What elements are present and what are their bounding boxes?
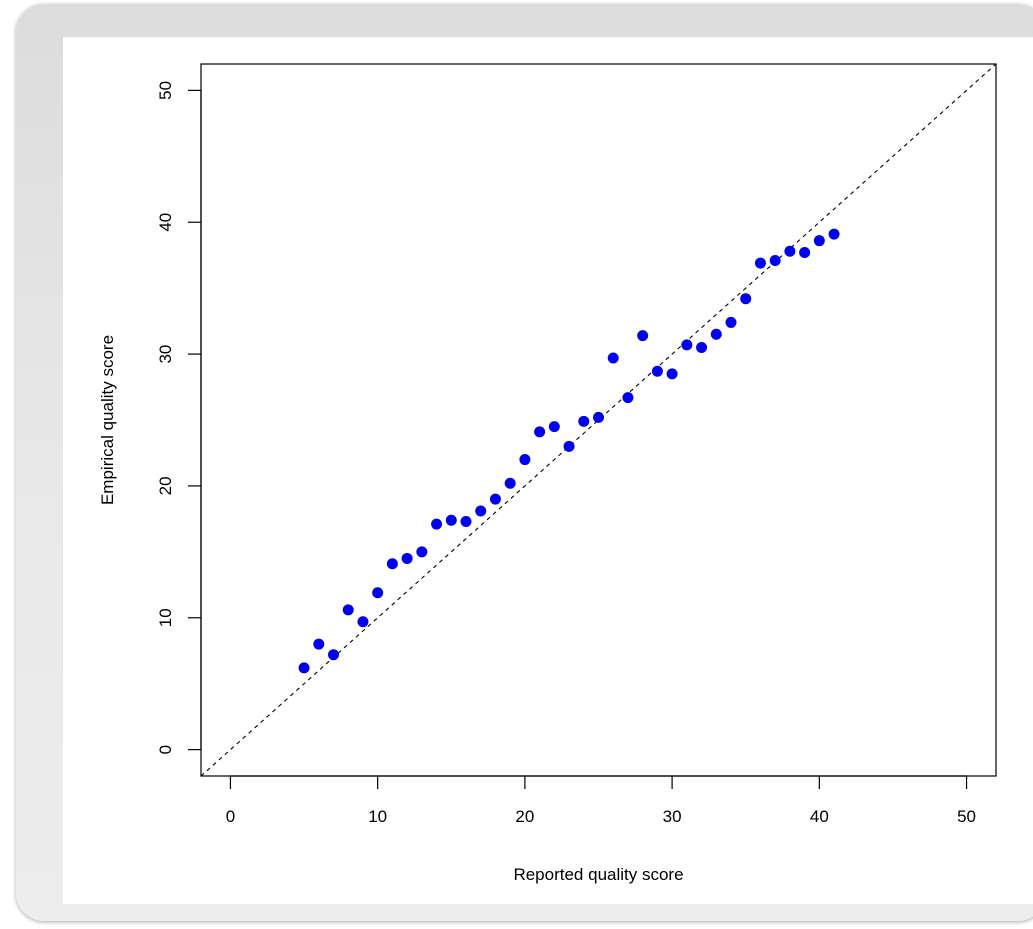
data-point [475,505,487,517]
data-point [416,546,428,558]
data-point [622,392,634,404]
data-point [828,228,840,240]
data-point [563,440,575,452]
data-point [313,638,325,650]
x-tick-label: 10 [368,807,387,826]
y-axis: 0 10 20 30 40 50 [156,81,202,754]
data-point [401,552,413,564]
y-tick-label: 0 [156,745,175,754]
y-tick-label: 40 [156,213,175,232]
x-axis-title: Reported quality score [513,865,683,884]
data-point [386,558,398,570]
data-point [799,247,811,259]
data-point [710,328,722,340]
y-tick-label: 30 [156,345,175,364]
data-point [328,649,339,661]
data-point [696,341,708,353]
data-point [607,352,619,364]
y-tick-label: 50 [156,81,175,100]
data-points [298,228,840,674]
data-point [372,587,384,599]
data-point [431,518,443,530]
data-point [445,514,457,526]
x-axis: 0 10 20 30 40 50 [226,775,976,826]
data-point [460,516,472,528]
y-tick-label: 20 [156,476,175,495]
data-point [725,316,737,328]
scatter-chart: 0 10 20 30 40 50 0 10 20 30 40 50 Reported quality… [98,63,997,884]
data-point [519,454,531,466]
y-axis-title: Empirical quality score [98,335,117,505]
data-point [740,293,752,305]
data-point [754,257,766,269]
x-tick-label: 0 [226,807,235,826]
x-tick-label: 40 [810,807,829,826]
x-tick-label: 20 [515,807,534,826]
data-point [357,616,369,628]
data-point [784,245,796,257]
data-point [681,339,693,351]
data-point [769,254,781,266]
data-point [593,411,604,423]
y-tick-label: 10 [156,608,175,627]
chart-panel: 0 10 20 30 40 50 0 10 20 30 40 50 Reported quality… [63,37,1033,904]
data-point [637,330,649,342]
x-tick-label: 50 [957,807,976,826]
data-point [651,365,663,377]
chart-frame: 0 10 20 30 40 50 0 10 20 30 40 50 Reported quality… [16,4,1033,921]
data-point [578,415,590,427]
data-point [813,235,825,247]
x-tick-label: 30 [663,807,682,826]
data-point [666,368,678,380]
data-point [342,604,354,616]
data-point [548,421,560,433]
data-point [504,477,516,489]
data-point [298,662,310,674]
data-point [534,426,546,438]
data-point [489,493,501,505]
